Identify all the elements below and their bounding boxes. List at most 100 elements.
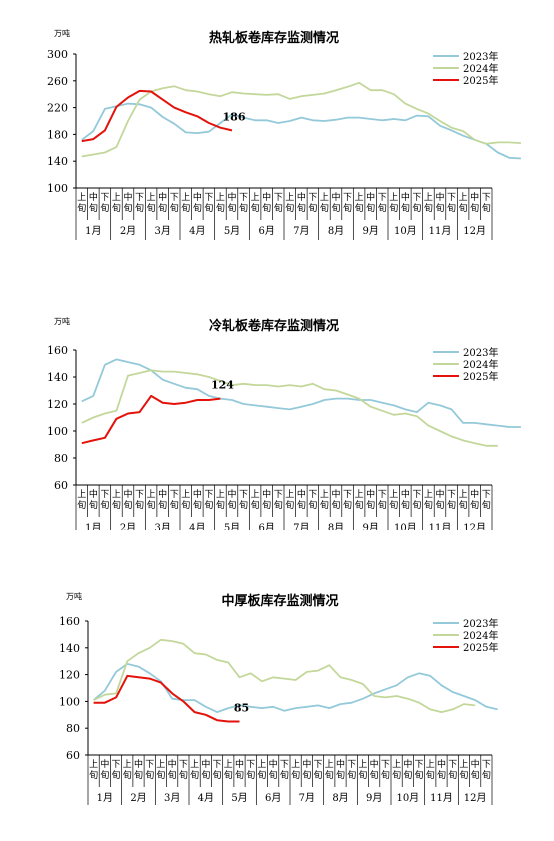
- x-tick-label: 旬: [246, 769, 255, 781]
- x-tick-label: 旬: [389, 499, 398, 511]
- x-tick-label: 中: [227, 488, 236, 500]
- legend-label-2025: 2025年: [463, 370, 498, 383]
- x-tick-label: 旬: [358, 769, 367, 781]
- month-label: 9月: [366, 792, 382, 804]
- x-tick-label: 旬: [179, 769, 188, 781]
- month-label: 4月: [198, 792, 214, 804]
- y-tick-label: 160: [59, 615, 80, 628]
- x-tick-label: 中: [401, 488, 410, 500]
- x-tick-label: 旬: [336, 769, 345, 781]
- x-tick-label: 旬: [401, 499, 410, 511]
- x-tick-label: 上: [389, 489, 398, 500]
- month-label: 1月: [85, 522, 101, 530]
- x-tick-label: 中: [336, 758, 345, 770]
- legend-label-2023: 2023年: [463, 617, 498, 630]
- x-tick-label: 中: [193, 488, 202, 500]
- x-tick-label: 旬: [239, 202, 248, 214]
- x-tick-label: 旬: [135, 202, 144, 214]
- x-tick-label: 中: [302, 758, 311, 770]
- x-tick-label: 上: [77, 192, 86, 203]
- x-tick-label: 上: [320, 192, 329, 203]
- y-tick-label: 140: [59, 642, 80, 655]
- x-tick-label: 上: [355, 489, 364, 500]
- x-tick-label: 上: [216, 489, 225, 500]
- latest-value-label: 85: [234, 702, 249, 715]
- x-tick-label: 上: [257, 759, 266, 770]
- x-tick-label: 下: [274, 193, 283, 203]
- legend-label-2025: 2025年: [463, 641, 498, 654]
- x-tick-label: 旬: [170, 202, 179, 214]
- legend-label-2025: 2025年: [463, 74, 498, 87]
- x-tick-label: 下: [135, 193, 144, 203]
- x-tick-label: 下: [378, 193, 387, 203]
- month-label: 10月: [394, 225, 417, 237]
- x-tick-label: 中: [123, 191, 132, 203]
- x-tick-label: 旬: [123, 769, 132, 781]
- x-tick-label: 旬: [235, 769, 244, 781]
- y-tick-label: 80: [54, 452, 68, 465]
- x-tick-label: 中: [201, 758, 210, 770]
- x-tick-label: 下: [447, 193, 456, 203]
- cold-rolled-coil-chart: 冷轧板卷库存监测情况 万吨 60 80 100 120 140 160 上旬中旬下旬上旬中旬下旬…: [0, 310, 554, 537]
- month-label: 8月: [328, 522, 344, 530]
- x-tick-label: 旬: [435, 202, 444, 214]
- chart-title: 冷轧板卷库存监测情况: [209, 318, 339, 334]
- y-tick-label: 160: [47, 344, 68, 357]
- x-tick-label: 上: [389, 192, 398, 203]
- x-tick-label: 中: [401, 191, 410, 203]
- month-label: 7月: [293, 522, 309, 530]
- x-tick-label: 旬: [100, 769, 109, 781]
- x-tick-label: 上: [291, 759, 300, 770]
- legend-label-2024: 2024年: [463, 62, 498, 75]
- x-tick-label: 旬: [302, 769, 311, 781]
- x-tick-label: 上: [459, 759, 468, 770]
- x-tick-label: 下: [381, 760, 390, 770]
- y-unit-label: 万吨: [66, 591, 82, 601]
- x-tick-label: 旬: [170, 499, 179, 511]
- x-tick-label: 下: [308, 193, 317, 203]
- x-tick-label: 旬: [482, 202, 491, 214]
- x-tick-label: 旬: [190, 769, 199, 781]
- x-tick-label: 上: [147, 192, 156, 203]
- x-tick-label: 上: [358, 759, 367, 770]
- month-label: 7月: [293, 225, 309, 237]
- x-tick-label: 旬: [100, 499, 109, 511]
- x-tick-label: 旬: [320, 202, 329, 214]
- x-tick-label: 旬: [447, 499, 456, 511]
- x-tick-label: 上: [459, 489, 468, 500]
- x-tick-label: 旬: [251, 202, 260, 214]
- x-tick-label: 下: [412, 490, 421, 500]
- month-label: 2月: [120, 225, 136, 237]
- x-tick-label: 旬: [482, 499, 491, 511]
- x-tick-label: 上: [355, 192, 364, 203]
- x-tick-label: 旬: [285, 499, 294, 511]
- x-tick-label: 上: [424, 192, 433, 203]
- x-tick-label: 下: [343, 193, 352, 203]
- x-tick-label: 旬: [262, 499, 271, 511]
- x-tick-label: 旬: [274, 499, 283, 511]
- x-tick-label: 旬: [389, 202, 398, 214]
- month-label: 9月: [362, 225, 378, 237]
- y-tick-label: 140: [47, 155, 68, 168]
- x-tick-label: 旬: [415, 769, 424, 781]
- x-tick-label: 下: [308, 490, 317, 500]
- x-tick-label: 旬: [135, 499, 144, 511]
- series-line-2025: [81, 394, 221, 445]
- x-tick-label: 旬: [308, 202, 317, 214]
- x-tick-label: 中: [123, 488, 132, 500]
- chart-title: 中厚板库存监测情况: [221, 593, 338, 609]
- x-tick-label: 旬: [257, 769, 266, 781]
- legend-label-2024: 2024年: [463, 358, 498, 371]
- x-tick-label: 中: [435, 191, 444, 203]
- x-tick-label: 旬: [470, 202, 479, 214]
- x-tick-label: 上: [325, 759, 334, 770]
- series-line-2024: [93, 638, 476, 713]
- month-label: 10月: [396, 792, 419, 804]
- legend-label-2023: 2023年: [463, 50, 498, 63]
- x-tick-label: 旬: [412, 202, 421, 214]
- x-tick-label: 中: [158, 488, 167, 500]
- x-tick-label: 中: [470, 488, 479, 500]
- x-tick-label: 下: [412, 193, 421, 203]
- x-tick-label: 上: [216, 192, 225, 203]
- x-tick-label: 旬: [470, 499, 479, 511]
